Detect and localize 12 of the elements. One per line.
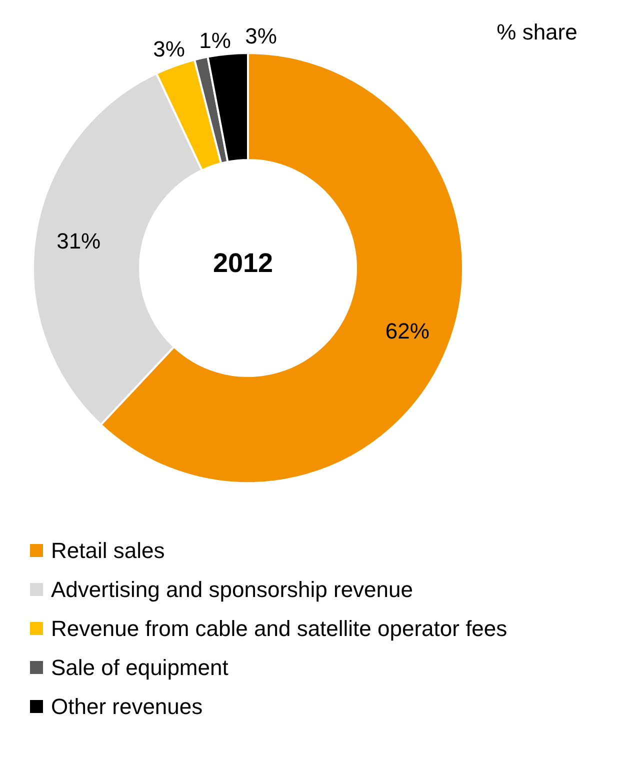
data-label: 3% [245, 24, 277, 49]
legend-label: Advertising and sponsorship revenue [51, 576, 414, 602]
data-label: 62% [385, 318, 430, 344]
legend-label: Sale of equipment [51, 654, 228, 680]
legend-label: Retail sales [51, 538, 165, 564]
chart-subtitle: % share [496, 20, 578, 44]
data-label: 1% [199, 28, 231, 54]
legend-label: Other revenues [51, 694, 203, 720]
data-label: 3% [153, 36, 185, 62]
data-label: 31% [56, 228, 101, 254]
text: 2012 [212, 248, 274, 278]
legend-label: Revenue from cable and satellite operator fees [51, 616, 508, 642]
